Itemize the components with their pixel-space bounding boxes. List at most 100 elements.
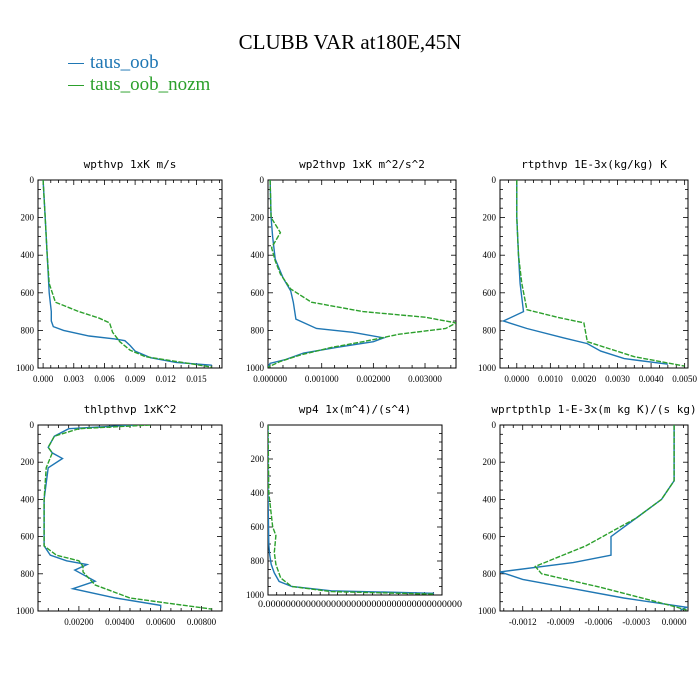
- y-tick-label: 600: [251, 288, 265, 298]
- x-tick-label: -0.0006: [585, 617, 613, 627]
- x-tick-label: -0.0009: [547, 617, 575, 627]
- legend-label-taus-oob-nozm: taus_oob_nozm: [90, 74, 211, 95]
- figure-title: CLUBB VAR at180E,45N: [238, 30, 462, 54]
- y-tick-label: 200: [483, 457, 497, 467]
- x-tick-label: 0.000: [33, 374, 54, 384]
- panel-title: rtpthvp 1E-3x(kg/kg) K: [521, 158, 667, 171]
- legend-swatch-line-icon: [68, 62, 84, 64]
- y-tick-label: 400: [21, 494, 35, 504]
- x-tick-label: 0.001000: [305, 374, 339, 384]
- y-tick-label: 0: [260, 420, 265, 430]
- y-tick-label: 600: [251, 522, 265, 532]
- y-tick-label: 800: [21, 569, 35, 579]
- legend-item-taus-oob-nozm: taus_oob_nozm: [68, 74, 210, 96]
- x-tick-label: 0.0030: [605, 374, 630, 384]
- y-tick-label: 0: [30, 175, 35, 185]
- legend-item-taus-oob: taus_oob: [68, 52, 159, 74]
- x-tick-label: 0.0020: [572, 374, 597, 384]
- y-tick-label: 400: [483, 494, 497, 504]
- panel-4: thlpthvp 1xK^2 0 200 400 600 800 1000 0.00200 0.…: [16, 403, 223, 627]
- x-tick-label: 0.0040: [639, 374, 664, 384]
- panel-title: thlpthvp 1xK^2: [84, 403, 177, 416]
- y-tick-label: 400: [483, 250, 497, 260]
- x-tick-label: 0.0000: [662, 617, 687, 627]
- series-line-taus-oob-nozm: [42, 180, 212, 368]
- x-tick-label: 0.015: [186, 374, 207, 384]
- y-tick-label: 0: [492, 175, 497, 185]
- y-tick-label: 1000: [16, 606, 35, 616]
- y-tick-label: 600: [21, 532, 35, 542]
- y-tick-label: 400: [251, 250, 265, 260]
- y-tick-label: 1000: [246, 363, 265, 373]
- y-tick-label: 800: [251, 556, 265, 566]
- x-tick-label: 0.002000: [356, 374, 390, 384]
- x-tick-label: 0.0000: [504, 374, 529, 384]
- x-tick-label: 0.0050: [672, 374, 697, 384]
- x-tick-label: -0.0003: [622, 617, 650, 627]
- series-line-taus-oob: [500, 425, 688, 611]
- panel-2: wp2thvp 1xK m^2/s^2020040060080010000.00…: [246, 158, 457, 384]
- y-tick-label: 1000: [478, 363, 497, 373]
- panel-title: wp2thvp 1xK m^2/s^2: [299, 158, 425, 171]
- y-tick-label: 400: [251, 488, 265, 498]
- y-tick-label: 200: [21, 213, 35, 223]
- series-line-taus-oob-nozm: [43, 425, 212, 610]
- plot-frame: [267, 179, 457, 369]
- plot-frame: [499, 424, 689, 612]
- y-tick-label: 800: [21, 325, 35, 335]
- x-tick-label: 0.000000: [253, 374, 287, 384]
- series-line-taus-oob: [268, 180, 387, 368]
- y-tick-label: 200: [483, 213, 497, 223]
- panel-3: rtpthvp 1E-3x(kg/kg) K 0 200 400 600 800 1000 0…: [478, 158, 698, 384]
- y-tick-label: 600: [483, 288, 497, 298]
- series-line-taus-oob: [501, 180, 668, 365]
- x-tick-label: 0.012: [156, 374, 176, 384]
- x-axis-zero-labels: 0.00000000000000000000000000000000000000…: [258, 599, 463, 609]
- y-tick-label: 800: [483, 325, 497, 335]
- panel-title: wp4 1x(m^4)/(s^4): [299, 403, 412, 416]
- y-tick-label: 0: [260, 175, 265, 185]
- panel-6: wprtpthlp 1-E-3x(m kg K)/(s kg) 0 200 400 60…: [478, 403, 697, 627]
- x-tick-label: 0.003000: [408, 374, 442, 384]
- x-tick-label: -0.0012: [509, 617, 537, 627]
- x-tick-label: 0.0010: [538, 374, 563, 384]
- y-tick-label: 600: [21, 288, 35, 298]
- series-line-taus-oob-nozm: [268, 425, 435, 595]
- y-tick-label: 1000: [16, 363, 35, 373]
- y-tick-label: 1000: [246, 590, 265, 600]
- x-tick-label: 0.00600: [146, 617, 176, 627]
- plot-frame: [37, 179, 223, 369]
- y-tick-label: 400: [21, 250, 35, 260]
- series-line-taus-oob: [43, 425, 162, 609]
- y-tick-label: 0: [30, 420, 35, 430]
- y-tick-label: 0: [492, 420, 497, 430]
- panel-title: wpthvp 1xK m/s: [84, 158, 177, 171]
- y-tick-label: 200: [251, 213, 265, 223]
- y-tick-label: 200: [251, 454, 265, 464]
- x-tick-label: 0.009: [125, 374, 146, 384]
- series-line-taus-oob-nozm: [534, 425, 687, 611]
- x-tick-label: 0.006: [94, 374, 115, 384]
- plot-frame: [37, 424, 223, 612]
- plot-frame: [499, 179, 689, 369]
- x-tick-label: 0.00800: [187, 617, 217, 627]
- panel-5: wp4 1x(m^4)/(s^4) 0 200 400 600 800 10000.0000…: [246, 403, 463, 609]
- y-tick-label: 200: [21, 457, 35, 467]
- y-tick-label: 600: [483, 532, 497, 542]
- series-line-taus-oob-nozm: [516, 180, 685, 367]
- series-line-taus-oob-nozm: [268, 180, 456, 368]
- x-tick-label: 0.003: [64, 374, 85, 384]
- legend-swatch-line-icon: [68, 84, 84, 86]
- x-tick-label: 0.00200: [64, 617, 94, 627]
- series-line-taus-oob: [268, 425, 435, 594]
- legend-label-taus-oob: taus_oob: [90, 52, 159, 73]
- x-tick-label: 0.00400: [105, 617, 135, 627]
- y-tick-label: 800: [251, 325, 265, 335]
- y-tick-label: 1000: [478, 606, 497, 616]
- panel-title: wprtpthlp 1-E-3x(m kg K)/(s kg): [491, 403, 696, 416]
- series-line-taus-oob: [42, 180, 212, 366]
- y-tick-label: 800: [483, 569, 497, 579]
- plot-frame: [267, 424, 443, 596]
